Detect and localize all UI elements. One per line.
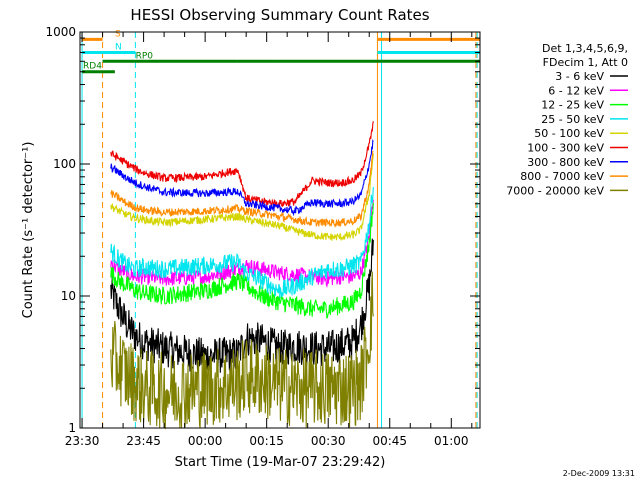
series-line-5 — [110, 153, 374, 241]
flag-bars: SN RP0 RD4 — [82, 29, 480, 74]
flag-label-rp0: RP0 — [136, 51, 154, 61]
x-tick-label-6: 00:45 — [372, 434, 407, 448]
x-tick-label-1: 23:30 — [65, 434, 100, 448]
x-tick-label-3: 00:00 — [188, 434, 223, 448]
y-tick-label-1: 1 — [68, 421, 76, 435]
legend-label-5: 50 - 100 keV — [534, 127, 604, 140]
series-line-8 — [110, 150, 374, 228]
legend-label-4: 25 - 50 keV — [541, 113, 604, 126]
legend-label-2: 6 - 12 keV — [548, 84, 604, 97]
y-axis-label: Count Rate (s⁻¹ detector⁻¹) — [21, 142, 36, 319]
legend-label-1: 3 - 6 keV — [555, 70, 604, 83]
legend: Det 1,3,4,5,6,9,FDecim 1, Att 03 - 6 keV… — [506, 42, 628, 197]
axes: 1 10 100 1000 23:30 23:45 00:00 00:15 00:30 00:45… — [45, 25, 480, 448]
legend-label-6: 100 - 300 keV — [527, 142, 604, 155]
legend-header-1: Det 1,3,4,5,6,9, — [542, 42, 628, 55]
series-line-4 — [110, 187, 374, 299]
flag-label-s: S — [115, 29, 121, 39]
x-tick-label-4: 00:15 — [249, 434, 284, 448]
flag-label-n: N — [115, 42, 122, 52]
series-line-7 — [110, 138, 374, 217]
chart-title: HESSI Observing Summary Count Rates — [130, 6, 429, 24]
legend-label-8: 800 - 7000 keV — [520, 170, 604, 183]
legend-header-2: FDecim 1, Att 0 — [543, 56, 628, 69]
x-tick-label-2: 23:45 — [126, 434, 161, 448]
y-tick-label-4: 1000 — [45, 25, 76, 39]
vertical-markers — [81, 32, 478, 428]
y-tick-label-2: 10 — [61, 289, 76, 303]
x-axis-label: Start Time (19-Mar-07 23:29:42) — [175, 455, 386, 470]
series-line-2 — [110, 199, 374, 289]
series-line-3 — [110, 202, 374, 319]
plot-frame — [79, 31, 481, 429]
legend-label-3: 12 - 25 keV — [541, 99, 604, 112]
series-line-6 — [110, 121, 374, 210]
series-lines — [110, 121, 374, 430]
series-line-1 — [110, 238, 374, 374]
legend-label-9: 7000 - 20000 keV — [506, 184, 604, 197]
y-tick-label-3: 100 — [53, 157, 76, 171]
legend-label-7: 300 - 800 keV — [527, 156, 604, 169]
footer-date: 2-Dec-2009 13:31 — [563, 469, 635, 478]
x-tick-label-5: 00:30 — [311, 434, 346, 448]
flag-label-rd4: RD4 — [83, 62, 102, 72]
series-line-9 — [110, 271, 374, 430]
x-tick-label-7: 01:00 — [434, 434, 469, 448]
